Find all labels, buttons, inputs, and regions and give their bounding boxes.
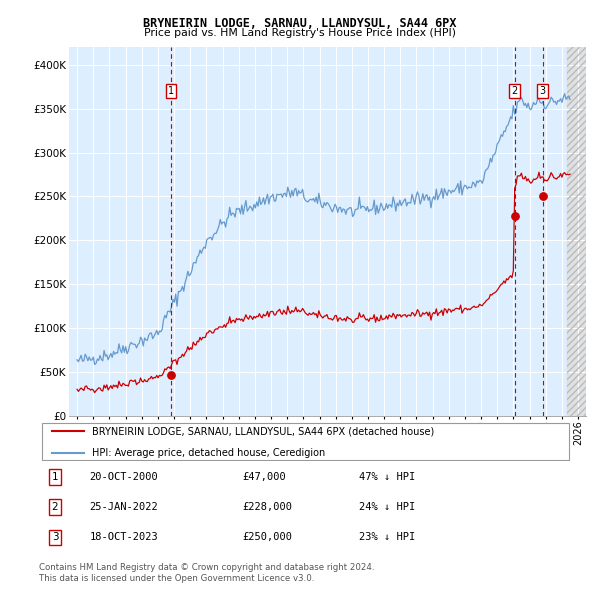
Text: Price paid vs. HM Land Registry's House Price Index (HPI): Price paid vs. HM Land Registry's House … xyxy=(144,28,456,38)
Text: 23% ↓ HPI: 23% ↓ HPI xyxy=(359,532,416,542)
Text: 1: 1 xyxy=(168,86,174,96)
Bar xyxy=(567,47,586,416)
Text: £250,000: £250,000 xyxy=(242,532,292,542)
Text: 20-OCT-2000: 20-OCT-2000 xyxy=(90,472,158,482)
Text: 2: 2 xyxy=(511,86,518,96)
Text: 3: 3 xyxy=(52,532,58,542)
Text: BRYNEIRIN LODGE, SARNAU, LLANDYSUL, SA44 6PX (detached house): BRYNEIRIN LODGE, SARNAU, LLANDYSUL, SA44… xyxy=(92,427,434,436)
Bar xyxy=(567,47,586,416)
Text: HPI: Average price, detached house, Ceredigion: HPI: Average price, detached house, Cere… xyxy=(92,448,326,458)
Text: 47% ↓ HPI: 47% ↓ HPI xyxy=(359,472,416,482)
Text: 25-JAN-2022: 25-JAN-2022 xyxy=(90,502,158,512)
Text: 1: 1 xyxy=(52,472,58,482)
Text: £47,000: £47,000 xyxy=(242,472,286,482)
Point xyxy=(510,211,520,221)
FancyBboxPatch shape xyxy=(41,423,569,460)
Point xyxy=(166,370,176,379)
Text: 18-OCT-2023: 18-OCT-2023 xyxy=(90,532,158,542)
Text: 24% ↓ HPI: 24% ↓ HPI xyxy=(359,502,416,512)
Text: 2: 2 xyxy=(52,502,58,512)
Text: BRYNEIRIN LODGE, SARNAU, LLANDYSUL, SA44 6PX: BRYNEIRIN LODGE, SARNAU, LLANDYSUL, SA44… xyxy=(143,17,457,30)
Text: Contains HM Land Registry data © Crown copyright and database right 2024.
This d: Contains HM Land Registry data © Crown c… xyxy=(39,563,374,583)
Point xyxy=(538,192,547,201)
Text: 3: 3 xyxy=(539,86,545,96)
Text: £228,000: £228,000 xyxy=(242,502,292,512)
